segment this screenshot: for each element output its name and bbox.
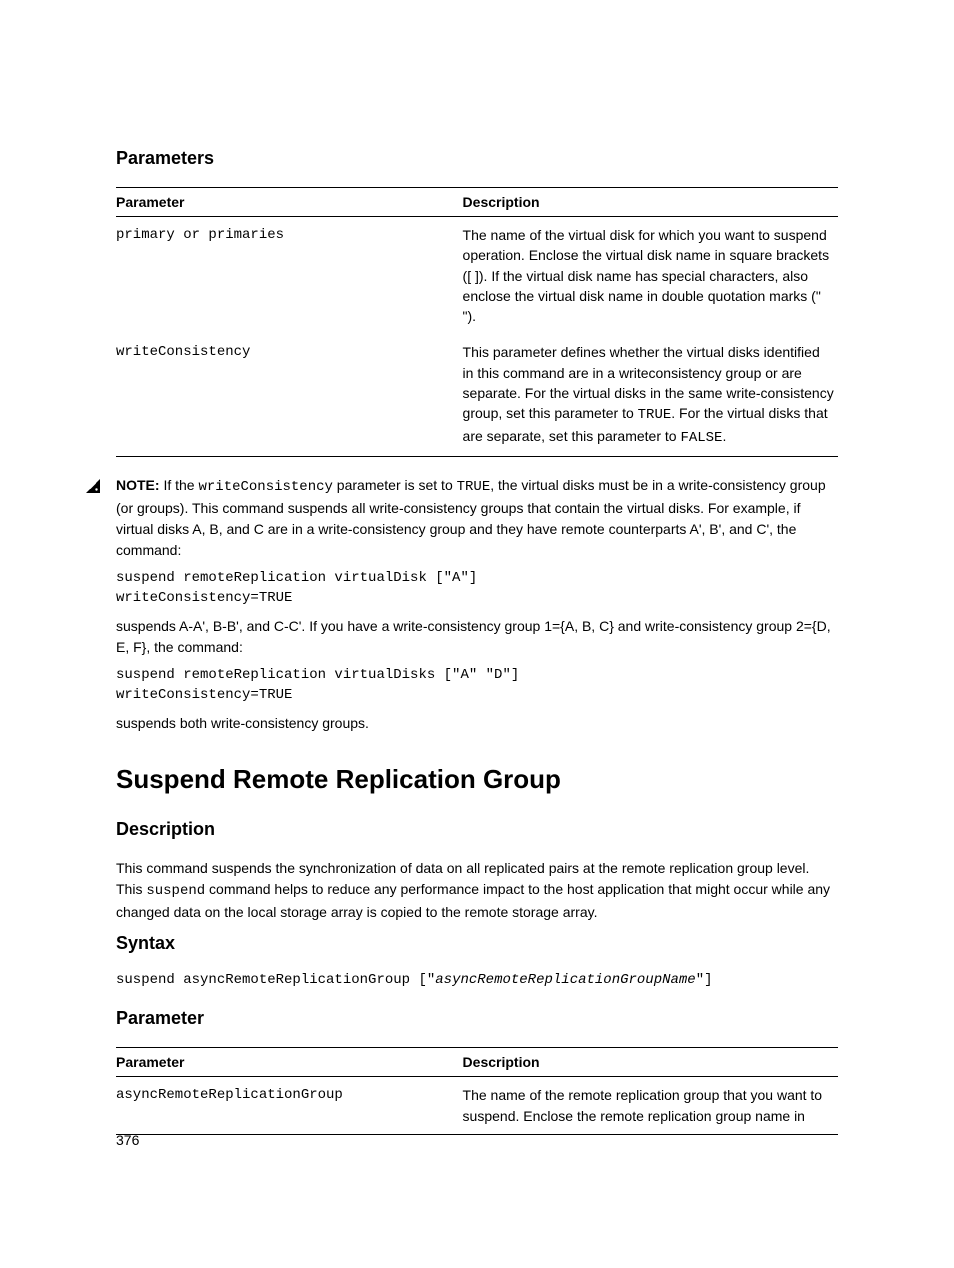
code-span: TRUE — [457, 479, 491, 495]
note-block: NOTE: If the writeConsistency parameter … — [116, 475, 838, 734]
code-span: "] — [696, 972, 713, 988]
note-icon — [84, 477, 102, 495]
code-span: TRUE — [638, 407, 672, 423]
parameters-table-2: Parameter Description asyncRemoteReplica… — [116, 1047, 838, 1135]
description-paragraph: This command suspends the synchronizatio… — [116, 858, 838, 923]
param-desc: The name of the remote replication group… — [463, 1077, 838, 1135]
code-span: writeConsistency — [198, 479, 332, 495]
table2-head-param: Parameter — [116, 1048, 463, 1077]
param-name: asyncRemoteReplicationGroup — [116, 1077, 463, 1135]
parameter-heading: Parameter — [116, 1008, 838, 1029]
parameters-table-1: Parameter Description primary or primari… — [116, 187, 838, 457]
syntax-heading: Syntax — [116, 933, 838, 954]
text-span: If the — [163, 477, 198, 493]
text-span: . — [722, 428, 726, 444]
param-desc: The name of the virtual disk for which y… — [463, 217, 838, 335]
note-para: suspends both write-consistency groups. — [116, 713, 838, 734]
document-page: Parameters Parameter Description primary… — [0, 0, 954, 1268]
code-block-2: suspend remoteReplication virtualDisks [… — [116, 666, 838, 705]
table2-head-desc: Description — [463, 1048, 838, 1077]
section-title: Suspend Remote Replication Group — [116, 764, 838, 795]
table1-head-param: Parameter — [116, 188, 463, 217]
param-desc: This parameter defines whether the virtu… — [463, 334, 838, 456]
note-body: NOTE: If the writeConsistency parameter … — [116, 475, 838, 734]
code-var: asyncRemoteReplicationGroupName — [435, 972, 695, 988]
param-name: primary or primaries — [116, 217, 463, 335]
table-row: asyncRemoteReplicationGroup The name of … — [116, 1077, 838, 1135]
code-span: suspend — [146, 883, 205, 899]
text-span: command helps to reduce any performance … — [116, 881, 830, 920]
note-para: suspends A-A', B-B', and C-C'. If you ha… — [116, 616, 838, 658]
note-label: NOTE: — [116, 477, 163, 493]
table-row: primary or primaries The name of the vir… — [116, 217, 838, 335]
syntax-code: suspend asyncRemoteReplicationGroup ["as… — [116, 972, 838, 988]
code-block-1: suspend remoteReplication virtualDisk ["… — [116, 569, 838, 608]
table-row: writeConsistency This parameter defines … — [116, 334, 838, 456]
text-span: parameter is set to — [333, 477, 457, 493]
page-number: 376 — [116, 1132, 139, 1148]
table1-head-desc: Description — [463, 188, 838, 217]
code-span: suspend asyncRemoteReplicationGroup [" — [116, 972, 435, 988]
code-span: FALSE — [680, 430, 722, 446]
param-name: writeConsistency — [116, 334, 463, 456]
parameters-heading: Parameters — [116, 148, 838, 169]
description-heading: Description — [116, 819, 838, 840]
